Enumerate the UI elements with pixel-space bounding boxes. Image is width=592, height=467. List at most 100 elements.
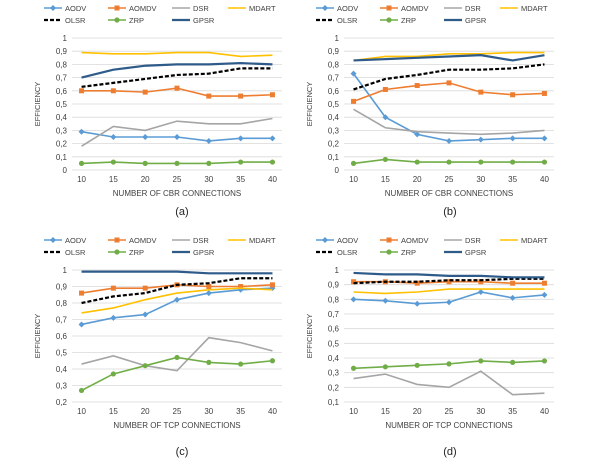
y-tick-label: 0,9 <box>328 281 340 290</box>
data-point <box>509 294 516 301</box>
y-tick-label: 0,4 <box>56 113 68 122</box>
y-tick-label: 0,5 <box>328 339 340 348</box>
x-tick-label: 25 <box>445 175 454 184</box>
legend-label: OLSR <box>337 248 358 257</box>
y-tick-label: 0,1 <box>56 153 68 162</box>
series-line-mdart <box>353 288 545 295</box>
legend-label: AODV <box>65 236 86 245</box>
data-point <box>478 279 484 285</box>
x-tick-label: 15 <box>381 175 390 184</box>
data-point <box>237 135 244 142</box>
data-point <box>414 362 420 368</box>
data-point <box>446 279 452 285</box>
x-tick-label: 35 <box>508 407 517 416</box>
legend-marker <box>322 237 328 243</box>
line-chart: 0 0,1 0,2 0,3 0,4 0,5 0,6 0,7 0,8 0,9 1 10 15 20 25 30 3… <box>305 4 554 198</box>
chart-panel-a: 0 0,1 0,2 0,3 0,4 0,5 0,6 0,7 0,8 0,9 1 10 15 20 25 30 3… <box>28 0 292 205</box>
y-tick-label: 1 <box>63 34 68 43</box>
x-tick-label: 15 <box>381 407 390 416</box>
data-point <box>541 358 548 364</box>
x-axis-label: NUMBER OF CBR CONNECTIONS <box>385 189 513 198</box>
x-tick-label: 10 <box>349 175 358 184</box>
y-tick-label: 0,1 <box>328 398 340 407</box>
data-point <box>351 279 357 285</box>
x-tick-label: 10 <box>77 175 86 184</box>
series-line-gpsr <box>81 61 273 79</box>
x-tick-label: 15 <box>109 407 118 416</box>
legend-label: MDART <box>249 236 276 245</box>
y-tick-label: 0,6 <box>328 325 340 334</box>
line-chart: 0,2 0,3 0,4 0,5 0,6 0,7 0,8 0,9 1 10 15 20 25 30 35 40 N… <box>33 236 282 430</box>
y-tick-label: 0,9 <box>328 47 340 56</box>
y-tick-label: 0,4 <box>328 113 340 122</box>
legend-label: AODV <box>337 4 358 13</box>
legend-label: GPSR <box>465 16 487 25</box>
y-tick-label: 1 <box>335 266 340 275</box>
y-tick-label: 0,8 <box>56 299 68 308</box>
series-line-gpsr <box>353 54 545 62</box>
x-tick-label: 35 <box>236 175 245 184</box>
data-point <box>414 300 421 307</box>
data-point <box>510 92 516 98</box>
data-point <box>110 88 116 94</box>
data-point <box>541 280 547 286</box>
data-point <box>446 159 452 165</box>
data-point <box>174 296 180 303</box>
legend-label: ZRP <box>401 16 416 25</box>
legend-marker <box>114 249 120 255</box>
legend-label: DSR <box>193 4 209 13</box>
x-tick-label: 40 <box>268 407 277 416</box>
data-point <box>477 136 484 143</box>
data-point <box>541 135 548 142</box>
data-point <box>446 299 452 306</box>
y-tick-label: 1 <box>63 266 68 275</box>
legend-marker <box>50 5 56 11</box>
data-point <box>478 159 484 165</box>
x-tick-label: 20 <box>413 407 422 416</box>
legend-label: GPSR <box>193 16 215 25</box>
data-point <box>541 159 548 165</box>
y-axis-label: EFFICIENCY <box>305 314 314 359</box>
data-point <box>142 89 148 95</box>
data-point <box>351 98 357 104</box>
y-axis-label: EFFICIENCY <box>33 82 42 127</box>
x-tick-label: 25 <box>173 407 182 416</box>
y-tick-label: 0,8 <box>56 60 68 69</box>
data-point <box>174 354 180 361</box>
x-tick-label: 30 <box>476 175 485 184</box>
y-tick-label: 0,7 <box>56 74 68 83</box>
data-point <box>541 90 547 96</box>
y-tick-label: 1 <box>335 34 340 43</box>
y-tick-label: 0,3 <box>56 126 68 135</box>
x-tick-label: 30 <box>204 175 213 184</box>
data-point <box>269 135 276 142</box>
series-line-olsr <box>81 277 273 305</box>
x-tick-label: 20 <box>141 407 150 416</box>
y-tick-label: 0,7 <box>56 316 68 325</box>
x-tick-label: 10 <box>77 407 86 416</box>
y-tick-label: 0,7 <box>328 74 340 83</box>
data-point <box>382 156 388 163</box>
data-point <box>541 291 548 298</box>
data-point <box>414 83 420 89</box>
y-axis-label: EFFICIENCY <box>33 314 42 359</box>
data-point <box>269 159 276 165</box>
x-axis-label: NUMBER OF CBR CONNECTIONS <box>113 189 241 198</box>
legend-marker <box>114 5 120 11</box>
y-tick-label: 0,8 <box>328 295 340 304</box>
data-point <box>78 128 85 135</box>
data-point <box>142 134 149 140</box>
legend-label: GPSR <box>193 248 215 257</box>
x-tick-label: 25 <box>445 407 454 416</box>
data-point <box>269 92 275 98</box>
legend-label: OLSR <box>65 16 86 25</box>
y-tick-label: 0,4 <box>328 354 340 363</box>
data-point <box>446 137 452 144</box>
caption-d: (d) <box>443 446 457 458</box>
legend-label: ZRP <box>129 16 144 25</box>
data-point <box>78 321 85 328</box>
data-point <box>510 280 516 286</box>
data-point <box>414 131 421 138</box>
y-tick-label: 0,3 <box>328 126 340 135</box>
data-point <box>205 290 212 297</box>
